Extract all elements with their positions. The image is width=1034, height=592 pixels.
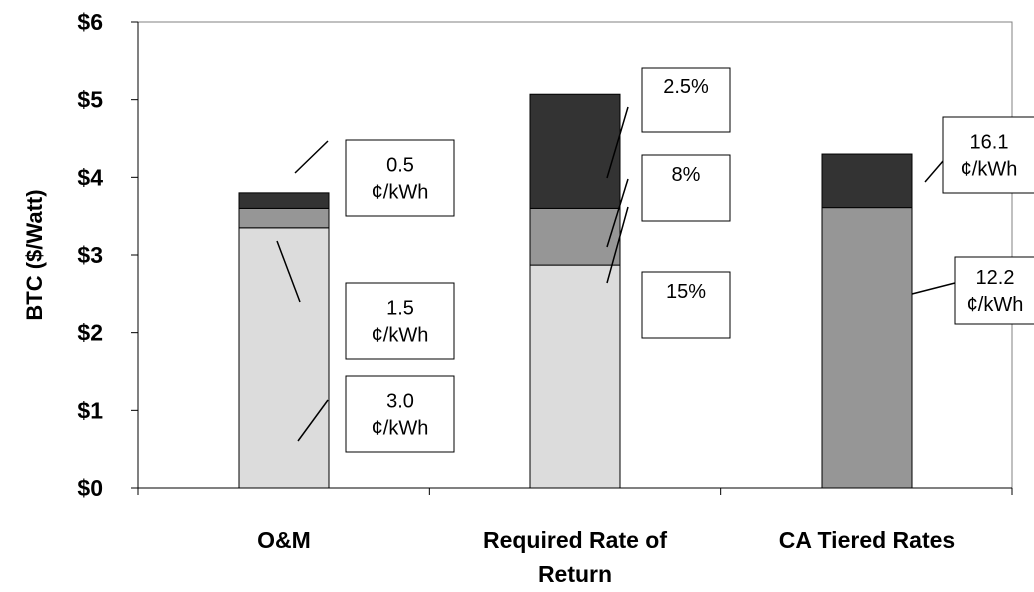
x-category-label-line: Return bbox=[538, 561, 612, 587]
callout-box bbox=[954, 256, 1034, 325]
bar-segment bbox=[529, 207, 621, 266]
bar-segment bbox=[529, 93, 621, 209]
y-tick-label: $4 bbox=[77, 164, 103, 190]
callout-label-line: ¢/kWh bbox=[372, 182, 429, 204]
bar-segment bbox=[238, 192, 330, 209]
callout-label-line: ¢/kWh bbox=[967, 294, 1024, 316]
callout-label-line: 3.0 bbox=[386, 391, 414, 413]
bar-segment bbox=[821, 153, 913, 209]
callout-leader-line bbox=[606, 178, 629, 248]
callout-label: 15% bbox=[666, 281, 706, 303]
callout-box bbox=[345, 139, 455, 217]
callout-box bbox=[345, 282, 455, 360]
x-category-label-line: CA Tiered Rates bbox=[779, 527, 955, 553]
x-category-label: Required Rate of Return bbox=[483, 527, 667, 587]
callout-leader-line bbox=[911, 282, 956, 295]
bar-segment bbox=[238, 227, 330, 489]
callout-label-line: ¢/kWh bbox=[372, 325, 429, 347]
x-category-label-line: Required Rate of bbox=[483, 527, 667, 553]
callout-box bbox=[345, 375, 455, 453]
callout-box bbox=[641, 271, 731, 339]
callout-label-line: ¢/kWh bbox=[961, 159, 1018, 181]
callout-box bbox=[641, 67, 731, 133]
callout-label: 16.1 ¢/kWh bbox=[961, 132, 1018, 181]
callout-box bbox=[641, 154, 731, 222]
callout-label-line: 8% bbox=[672, 164, 701, 186]
bar-segment bbox=[238, 207, 330, 229]
y-tick-label: $0 bbox=[77, 475, 103, 501]
callout-label-line: 2.5% bbox=[663, 76, 709, 98]
y-axis-label: BTC ($/Watt) bbox=[22, 189, 47, 320]
callout-label-line: 12.2 bbox=[976, 267, 1015, 289]
x-axis: O&M Required Rate of Return CA Tiered Rates bbox=[137, 487, 1013, 587]
y-tick-label: $1 bbox=[77, 397, 103, 423]
callout-label: 3.0 ¢/kWh bbox=[372, 391, 429, 440]
callout-label: 0.5 ¢/kWh bbox=[372, 155, 429, 204]
y-axis: $0 $1 $2 $3 $4 $5 $6 bbox=[77, 9, 139, 501]
y-tick-label: $3 bbox=[77, 242, 103, 268]
callout-leader-line bbox=[297, 399, 329, 442]
callout-label-line: 1.5 bbox=[386, 298, 414, 320]
callout-leader-line bbox=[606, 206, 629, 284]
callout-label-line: 15% bbox=[666, 281, 706, 303]
y-tick-label: $5 bbox=[77, 87, 103, 113]
callout-leader-line bbox=[294, 140, 329, 174]
callout-label-line: 16.1 bbox=[970, 132, 1009, 154]
callout-label-line: ¢/kWh bbox=[372, 418, 429, 440]
x-category-label: O&M bbox=[257, 527, 311, 553]
callout-box bbox=[942, 116, 1034, 194]
callout-leader-line bbox=[606, 106, 629, 179]
x-category-label: CA Tiered Rates bbox=[779, 527, 955, 553]
y-tick-label: $2 bbox=[77, 320, 103, 346]
bars bbox=[238, 93, 913, 489]
callouts: 3.0 ¢/kWh 1.5 ¢/kWh 0.5 ¢/kWh 15% 8% 2.5% 12.2 ¢/k… bbox=[276, 67, 1034, 453]
callout-label: 2.5% bbox=[663, 76, 709, 98]
x-category-label-line: O&M bbox=[257, 527, 311, 553]
bar-segment bbox=[529, 264, 621, 489]
callout-label: 1.5 ¢/kWh bbox=[372, 298, 429, 347]
callout-label-line: 0.5 bbox=[386, 155, 414, 177]
callout-label: 12.2 ¢/kWh bbox=[967, 267, 1024, 316]
callout-leader-line bbox=[276, 240, 301, 303]
y-tick-label: $6 bbox=[77, 9, 103, 35]
callout-label: 8% bbox=[672, 164, 701, 186]
bar-segment bbox=[821, 207, 913, 489]
